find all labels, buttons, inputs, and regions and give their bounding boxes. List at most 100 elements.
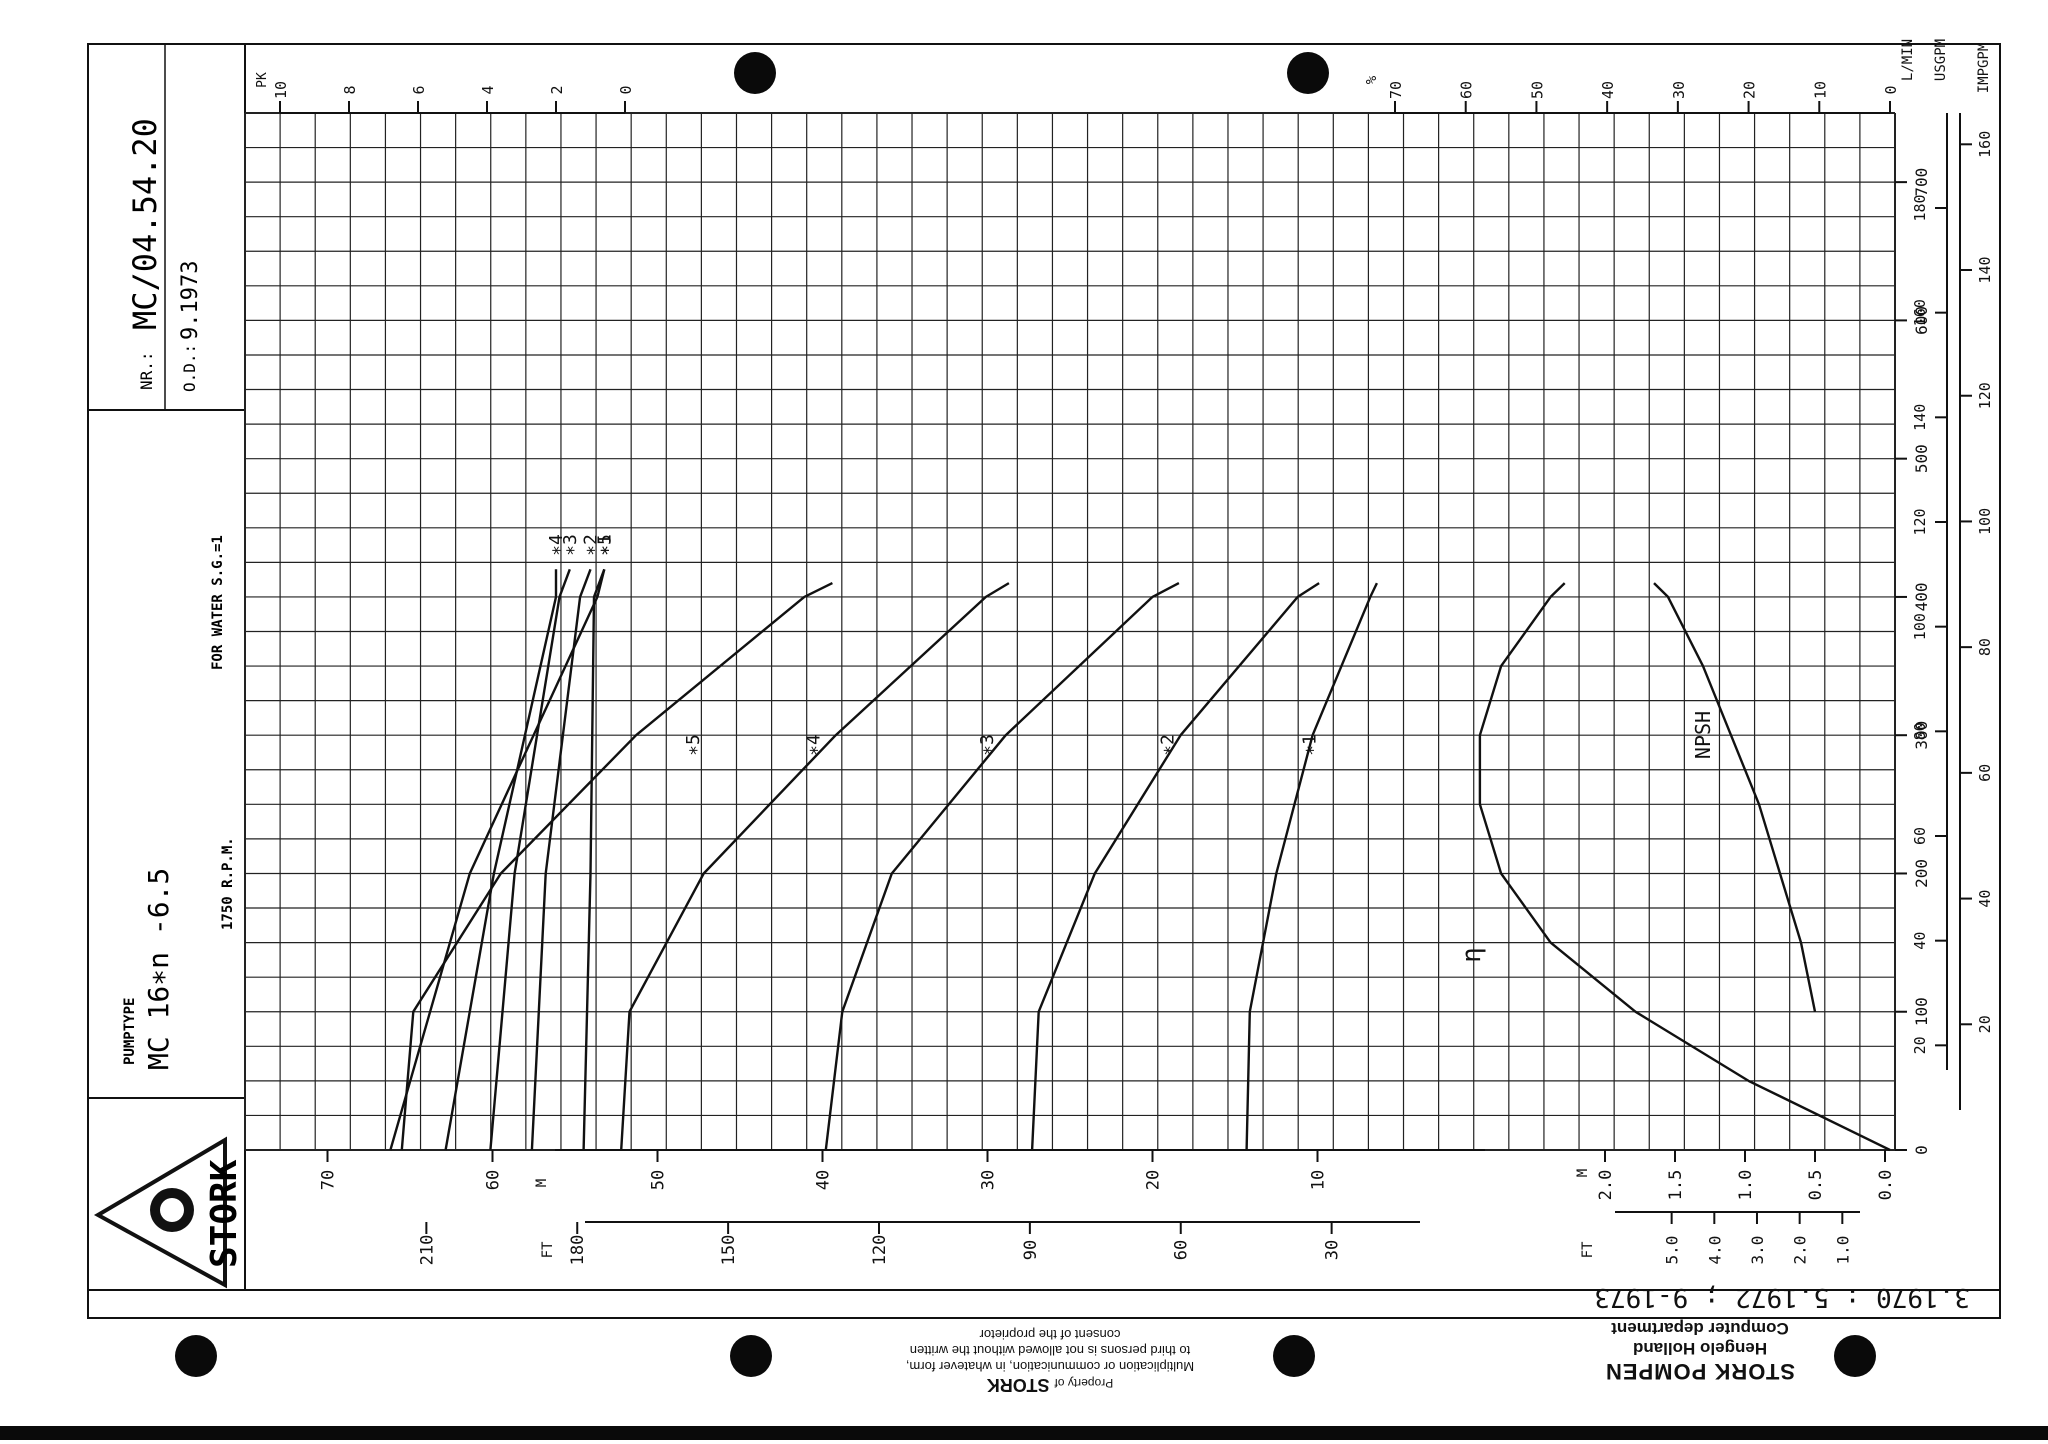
npsh-curve xyxy=(1653,582,1817,1012)
lmin-axis-title: L/MIN xyxy=(1900,39,1916,81)
lmin-tick-label: 100 xyxy=(1912,997,1931,1026)
head-m-tick-label: 60 xyxy=(484,1170,504,1190)
lmin-tick-label: 400 xyxy=(1912,582,1931,611)
fluid-label: FOR WATER S.G.=1 xyxy=(210,535,226,670)
head-curve xyxy=(1030,582,1320,1151)
head-curve xyxy=(400,582,833,1151)
lmin-tick-label: 700 xyxy=(1912,168,1931,197)
pct-tick-label: 50 xyxy=(1528,81,1546,99)
stork-logo xyxy=(93,1136,227,1289)
head-m-unit: M xyxy=(534,1179,550,1187)
head-ft-tick-label: 120 xyxy=(870,1235,890,1266)
scan-edge xyxy=(0,1426,2048,1440)
head-curve xyxy=(824,582,1180,1151)
usgpm-tick-label: 100 xyxy=(1911,613,1929,640)
efficiency-label: η xyxy=(1457,947,1487,963)
head-m-tick-label: 70 xyxy=(319,1170,339,1190)
power-curve-label: ∗3 xyxy=(560,534,581,556)
notice-line-2: to third persons is not allowed without … xyxy=(909,1343,1191,1358)
company-city: Hengelo Holland xyxy=(1632,1339,1768,1358)
company-name: STORK POMPEN xyxy=(1604,1359,1796,1384)
head-ft-tick-label: 150 xyxy=(719,1235,739,1266)
impgpm-tick-label: 40 xyxy=(1976,890,1994,908)
punch-hole xyxy=(1287,52,1329,94)
npsh-m-unit: M xyxy=(1575,1169,1591,1177)
stork-logo-text: STORK xyxy=(204,1159,245,1268)
pct-unit: % xyxy=(1364,75,1380,84)
footer-property-block: Property of STORK Multiplication or comm… xyxy=(840,1326,1260,1395)
od-value: 9.1973 xyxy=(178,261,203,340)
usgpm-tick-label: 40 xyxy=(1911,932,1929,950)
head-curve xyxy=(1245,582,1378,1151)
efficiency-curve xyxy=(1478,582,1891,1152)
impgpm-tick-label: 80 xyxy=(1976,638,1994,656)
punch-hole xyxy=(734,52,776,94)
power-curve-label: ∗5 xyxy=(594,534,615,556)
nr-label: NR.: xyxy=(137,351,156,390)
company-dept: Computer department xyxy=(1611,1319,1789,1338)
lmin-tick-label: 500 xyxy=(1912,444,1931,473)
impgpm-tick-label: 160 xyxy=(1976,131,1994,158)
npsh-ft-tick-label: 3.0 xyxy=(1748,1236,1767,1265)
impgpm-tick-label: 100 xyxy=(1976,508,1994,535)
lmin-tick-label: 200 xyxy=(1912,859,1931,888)
usgpm-tick-label: 60 xyxy=(1911,827,1929,845)
usgpm-tick-label: 120 xyxy=(1911,508,1929,535)
notice-line-3: consent of the proprietor xyxy=(979,1327,1121,1342)
head-curve-label: ∗4 xyxy=(803,734,824,756)
usgpm-tick-label: 160 xyxy=(1911,299,1929,326)
head-m-tick-label: 30 xyxy=(979,1170,999,1190)
pct-tick-label: 20 xyxy=(1741,81,1759,99)
power-curve-label: ∗4 xyxy=(546,534,567,556)
npsh-ft-tick-label: 4.0 xyxy=(1705,1236,1724,1265)
head-ft-tick-label: 90 xyxy=(1021,1240,1041,1260)
pk-tick-label: 6 xyxy=(410,85,428,94)
head-ft-unit: FT xyxy=(540,1241,556,1258)
pct-tick-label: 60 xyxy=(1458,81,1476,99)
nr-value: MC/04.54.20 xyxy=(126,118,164,330)
head-curve-label: ∗2 xyxy=(1157,734,1178,756)
usgpm-axis-title: USGPM xyxy=(1933,39,1949,81)
power-curve xyxy=(530,568,592,1151)
pct-tick-label: 0 xyxy=(1882,85,1900,94)
chart-grid xyxy=(244,112,1896,1151)
power-curve xyxy=(489,568,571,1151)
pumptype-label: PUMPTYPE xyxy=(122,998,138,1065)
head-m-tick-label: 20 xyxy=(1144,1170,1164,1190)
pct-tick-label: 70 xyxy=(1387,81,1405,99)
pk-tick-label: 2 xyxy=(548,85,566,94)
head-ft-tick-label: 30 xyxy=(1323,1240,1343,1260)
sheet-border xyxy=(87,43,2001,1319)
punch-hole xyxy=(175,1335,217,1377)
rpm-label: 1750 R.P.M. xyxy=(220,837,236,930)
pk-tick-label: 8 xyxy=(341,85,359,94)
power-curve xyxy=(582,568,606,1151)
npsh-m-tick-label: 1.5 xyxy=(1666,1170,1686,1201)
property-brand: STORK xyxy=(986,1375,1050,1395)
npsh-m-tick-label: 2.0 xyxy=(1596,1170,1616,1201)
property-prefix: Property of xyxy=(1054,1376,1114,1390)
pct-tick-label: 10 xyxy=(1811,81,1829,99)
npsh-ft-tick-label: 1.0 xyxy=(1833,1236,1852,1265)
head-ft-tick-label: 180 xyxy=(568,1235,588,1266)
od-label: O.D.: xyxy=(180,344,199,392)
pct-tick-label: 30 xyxy=(1670,81,1688,99)
pk-tick-label: 4 xyxy=(479,85,497,94)
npsh-ft-tick-label: 2.0 xyxy=(1791,1236,1810,1265)
npsh-m-tick-label: 0.5 xyxy=(1806,1170,1826,1201)
impgpm-tick-label: 140 xyxy=(1976,256,1994,283)
lmin-tick-label: 0 xyxy=(1912,1145,1931,1155)
impgpm-tick-label: 20 xyxy=(1976,1015,1994,1033)
npsh-ft-unit: FT xyxy=(1580,1241,1596,1258)
usgpm-tick-label: 140 xyxy=(1911,404,1929,431)
power-curve xyxy=(389,569,606,1151)
head-curve xyxy=(620,582,1010,1151)
npsh-m-tick-label: 1.0 xyxy=(1736,1170,1756,1201)
usgpm-tick-label: 80 xyxy=(1911,722,1929,740)
head-ft-tick-label: 210 xyxy=(417,1235,437,1266)
lmin-tick-label: 600 xyxy=(1912,306,1931,335)
pk-tick-label: 10 xyxy=(272,81,290,99)
pct-tick-label: 40 xyxy=(1599,81,1617,99)
